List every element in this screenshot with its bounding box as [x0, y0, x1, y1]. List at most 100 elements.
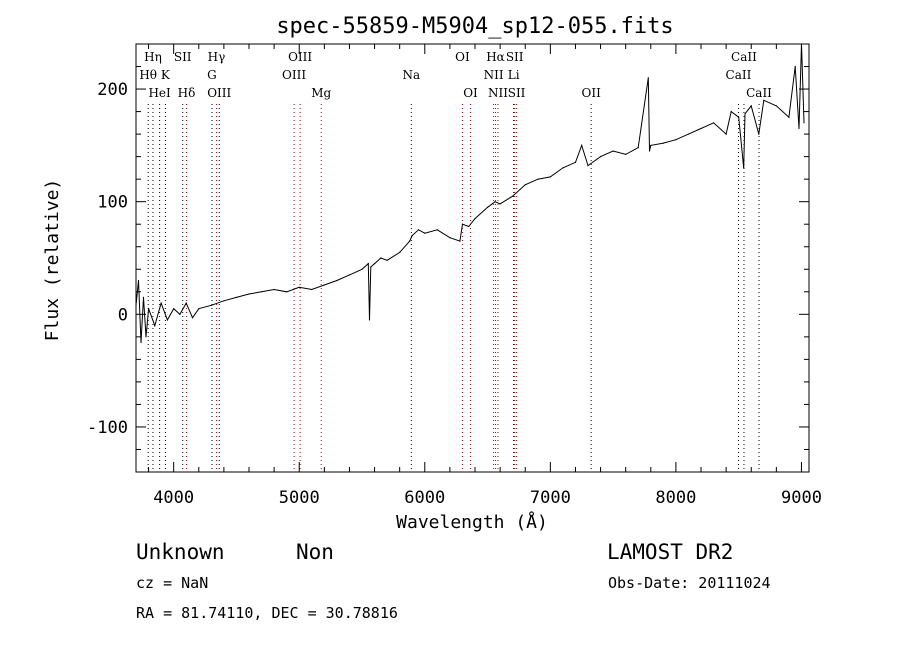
y-tick-label: 0 [118, 305, 128, 325]
line-marker-label: OIII [288, 50, 312, 64]
y-tick-label: 200 [97, 80, 128, 100]
spectrum-point [587, 165, 589, 167]
spectrum-point [142, 296, 145, 298]
spectrum-point [794, 65, 796, 68]
spectrum-series [135, 43, 805, 344]
line-marker-label: Hγ [208, 50, 226, 64]
spectrum-point [758, 133, 760, 135]
line-marker-label: OI [463, 86, 478, 100]
line-markers: Hη Hθ K HeI SII Hδ Hγ G OIII OIII OIII Mg Na OI OI Hα NI… [139, 50, 772, 472]
plot-frame [135, 43, 810, 473]
line-marker-label: HeI [148, 86, 171, 100]
spectrum-point [148, 308, 150, 310]
spectrum-point [468, 225, 470, 228]
spectrum-point [166, 319, 168, 321]
spectrum-point [154, 325, 156, 327]
spectrum-point [323, 284, 325, 286]
spectrum-point [512, 195, 514, 197]
spectrum-point [461, 223, 464, 225]
object-subclass: Non [296, 540, 334, 564]
spectrum-point [198, 308, 200, 310]
line-marker-label: NII [484, 68, 504, 82]
spectrum-point [145, 336, 147, 338]
spectrum-point [380, 257, 382, 259]
spectrum-point [173, 308, 175, 310]
spectrum-point [798, 127, 800, 130]
line-marker-label: OIII [282, 68, 306, 82]
spectrum-point [137, 279, 140, 282]
spectrum-point [248, 293, 250, 295]
spectrum-point [581, 144, 583, 146]
spectrum-point [600, 156, 602, 158]
spectrum-point [210, 304, 212, 306]
spectrum-point [361, 268, 363, 270]
object-class: Unknown [136, 540, 225, 564]
y-tick-label: -100 [87, 418, 128, 438]
spectrum-point [625, 153, 627, 155]
spectrum-point [750, 105, 752, 107]
spectrum-point [223, 300, 225, 302]
line-marker-label: SII [506, 50, 524, 64]
x-tick-label: 7000 [530, 488, 571, 508]
spectrum-point [549, 176, 551, 178]
spectrum-point [298, 286, 300, 288]
spectrum-point [436, 229, 438, 231]
spectrum-point [675, 139, 677, 141]
line-marker-label: Li [508, 68, 520, 82]
spectrum-point [336, 279, 338, 282]
x-axis-label: Wavelength (Å) [396, 511, 548, 533]
spectrum-point [459, 240, 461, 242]
spectrum-point [399, 251, 401, 253]
line-marker-label: OI [455, 50, 470, 64]
line-marker-label: SII [174, 50, 192, 64]
spectrum-point [160, 302, 162, 304]
spectrum-point [411, 234, 413, 237]
y-axis-label: Flux (relative) [42, 179, 63, 342]
spectrum-point [370, 266, 372, 268]
spectrum-point [650, 144, 652, 146]
spectrum-point [763, 99, 765, 101]
spectrum-point [662, 142, 665, 144]
line-marker-label: CaII [731, 50, 757, 64]
spectrum-point [647, 77, 649, 79]
spectrum-point [612, 150, 614, 152]
line-marker-label: Hθ [139, 68, 157, 82]
spectrum-point [700, 127, 702, 130]
spectrum-point [537, 178, 539, 180]
y-axis: -100 0 100 200 [87, 43, 809, 450]
x-tick-label: 9000 [781, 488, 822, 508]
x-axis: 4000 5000 6000 7000 8000 9000 [148, 44, 822, 508]
x-tick-label: 8000 [655, 488, 696, 508]
spectrum-point [775, 105, 778, 107]
line-marker-label: G [207, 68, 217, 82]
spectrum-point [273, 288, 275, 291]
obs-date: Obs-Date: 20111024 [608, 574, 771, 592]
spectrum-point [185, 302, 187, 304]
spectrum-point [191, 317, 194, 319]
spectrum-point [348, 274, 351, 276]
line-marker-label: K [161, 68, 171, 82]
spectrum-point [744, 113, 746, 115]
spectrum-point [286, 291, 288, 293]
spectrum-point [417, 229, 420, 231]
x-tick-label: 4000 [153, 488, 194, 508]
spectrum-point [374, 263, 376, 265]
line-marker-label: SII [508, 86, 526, 100]
spectrum-point [499, 203, 501, 205]
spectrum-point [725, 133, 727, 135]
spectrum-point [424, 232, 426, 234]
y-tick-label: 100 [97, 193, 128, 213]
survey-name: LAMOST DR2 [607, 540, 733, 564]
line-marker-label: CaII [726, 68, 752, 82]
spectrum-point [474, 218, 476, 220]
redshift-cz: cz = NaN [136, 574, 208, 592]
spectrum-point [311, 288, 313, 291]
spectrum-point [738, 116, 740, 118]
spectrum-point [687, 133, 690, 135]
spectrum-point [487, 206, 489, 208]
spectrum-point [788, 116, 790, 118]
line-marker-label: Hδ [178, 86, 196, 100]
line-marker-label: Hα [486, 50, 505, 64]
spectrum-point [562, 167, 564, 169]
